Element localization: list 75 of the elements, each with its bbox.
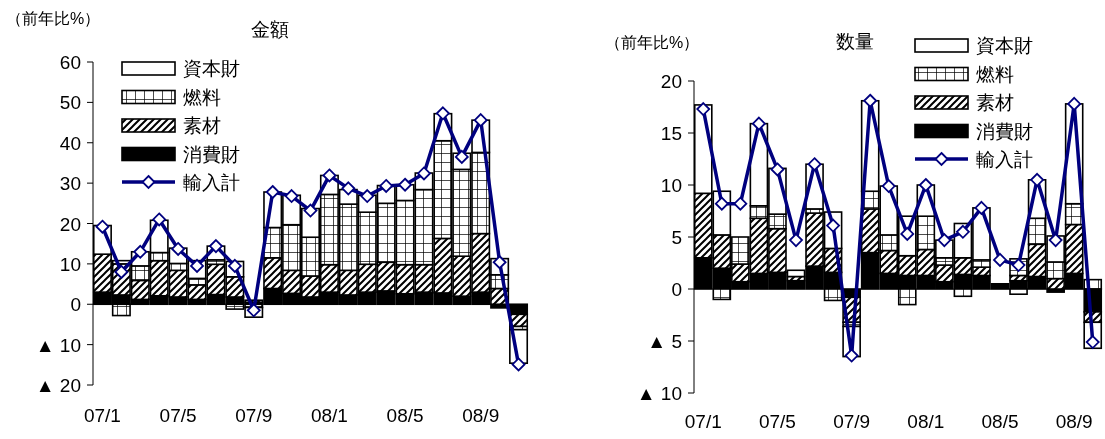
x-tick-label: 08/9 [462,405,500,426]
y-tick-label: 10 [59,253,81,275]
y-tick-label: 10 [660,175,682,196]
point [714,196,729,211]
x-tick-label: 07/5 [758,411,796,432]
legend-label: 輸入計 [976,149,1033,170]
point [752,116,766,131]
x-tick-label: 07/1 [684,411,722,432]
y-tick-label: 50 [59,92,81,114]
y-tick-label: ▲ 5 [647,331,682,352]
point [956,224,970,239]
point [1067,96,1082,111]
x-tick-label: 07/1 [83,405,121,426]
chart-title: 数量 [836,31,874,52]
legend-label: 消費財 [183,143,240,165]
point [974,200,989,215]
x-tick-label: 07/9 [833,411,871,432]
point [511,357,526,372]
point [284,189,299,203]
point [417,166,431,181]
x-tick-label: 08/9 [1055,411,1093,432]
point [114,265,129,279]
point [379,179,394,193]
point [398,177,412,192]
point [1011,258,1026,272]
point [733,196,748,211]
y-tick-label: 30 [59,173,81,195]
y-axis-title: （前年比%） [605,34,700,51]
y-tick-label: 0 [671,279,682,300]
x-tick-label: 08/5 [981,411,1019,432]
point [807,157,822,172]
y-axis-title: （前年比%） [6,10,101,27]
y-tick-label: ▲ 10 [35,334,81,356]
y-tick-label: ▲ 20 [35,375,81,396]
point [1048,233,1063,248]
point [993,252,1007,267]
point [341,181,356,196]
x-tick-label: 08/1 [310,405,348,426]
legend-label: 輸入計 [183,172,240,193]
point [844,348,859,363]
legend-label: 素材 [183,115,221,136]
point [322,168,337,183]
point [770,162,785,177]
point [863,93,878,108]
point [473,113,488,128]
point [265,185,280,199]
legend-label: 消費財 [976,120,1033,142]
point [881,179,896,193]
point [152,212,167,227]
x-tick-label: 07/9 [235,405,273,426]
legend-label: 素材 [976,92,1014,113]
y-tick-label: 5 [671,227,682,248]
legend-label: 燃料 [183,86,221,108]
point [937,233,952,248]
point [918,178,933,192]
y-tick-label: ▲ 10 [636,383,682,404]
legend-label: 燃料 [976,63,1014,85]
point [435,106,450,121]
y-tick-label: 60 [59,52,81,73]
y-tick-label: 0 [70,294,81,316]
x-tick-label: 08/5 [386,405,424,426]
y-tick-label: 15 [660,123,682,144]
point [95,219,110,234]
legend-label: 資本財 [976,35,1033,56]
x-tick-label: 08/1 [907,411,945,432]
y-tick-label: 40 [59,132,81,154]
point [303,203,318,218]
point [789,233,803,248]
x-tick-label: 07/5 [159,405,197,426]
chart-title: 金額 [251,19,289,40]
legend-label: 資本財 [183,58,240,79]
point [1030,172,1044,187]
y-tick-label: 20 [59,213,81,235]
y-tick-label: 20 [660,71,682,92]
point [696,102,711,116]
